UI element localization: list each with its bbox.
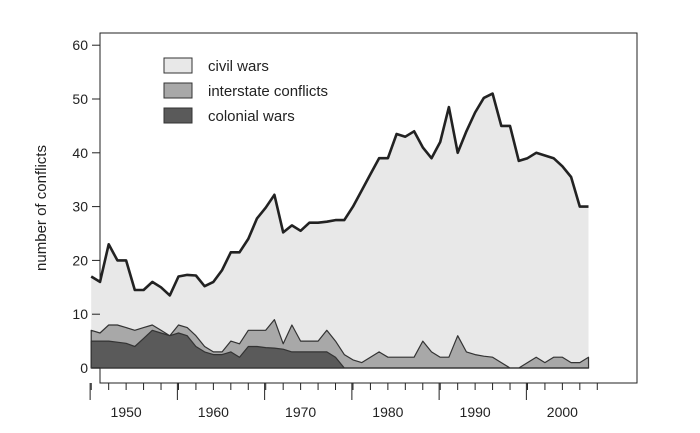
y-axis-title: number of conflicts	[33, 145, 50, 271]
x-tick-label: 1990	[460, 404, 491, 420]
y-tick-label: 30	[72, 199, 88, 215]
legend-label-civil-wars: civil wars	[208, 58, 269, 75]
x-tick-label: 2000	[547, 404, 578, 420]
area-colonial-wars	[90, 329, 590, 369]
legend-swatch-interstate-conflicts	[163, 82, 193, 99]
x-tick-label: 1950	[111, 404, 142, 420]
area-layers	[90, 93, 590, 369]
legend-swatch-civil-wars	[163, 57, 193, 74]
x-axis: 1950 1960 1970 1980 1990 2000	[89, 382, 637, 420]
x-tick-label: 1980	[372, 404, 403, 420]
area-civil-wars	[91, 93, 589, 368]
legend-label-colonial-wars: colonial wars	[208, 108, 295, 125]
y-tick-label: 20	[72, 252, 88, 268]
y-tick-label: 0	[80, 360, 88, 376]
total-outline	[90, 92, 589, 297]
x-tick-label: 1970	[285, 404, 316, 420]
legend-swatch-colonial-wars	[163, 107, 193, 124]
y-tick-label: 40	[72, 145, 88, 161]
legend-label-interstate-conflicts: interstate conflicts	[208, 83, 328, 100]
legend: civil wars interstate conflicts colonial w…	[163, 57, 328, 125]
y-tick-label: 60	[72, 37, 88, 53]
y-axis: 0 10 20 30 40 50 60	[72, 37, 100, 376]
x-tick-label: 1960	[198, 404, 229, 420]
y-tick-label: 50	[72, 91, 88, 107]
series-line-total	[90, 92, 589, 297]
y-tick-label: 10	[72, 306, 88, 322]
